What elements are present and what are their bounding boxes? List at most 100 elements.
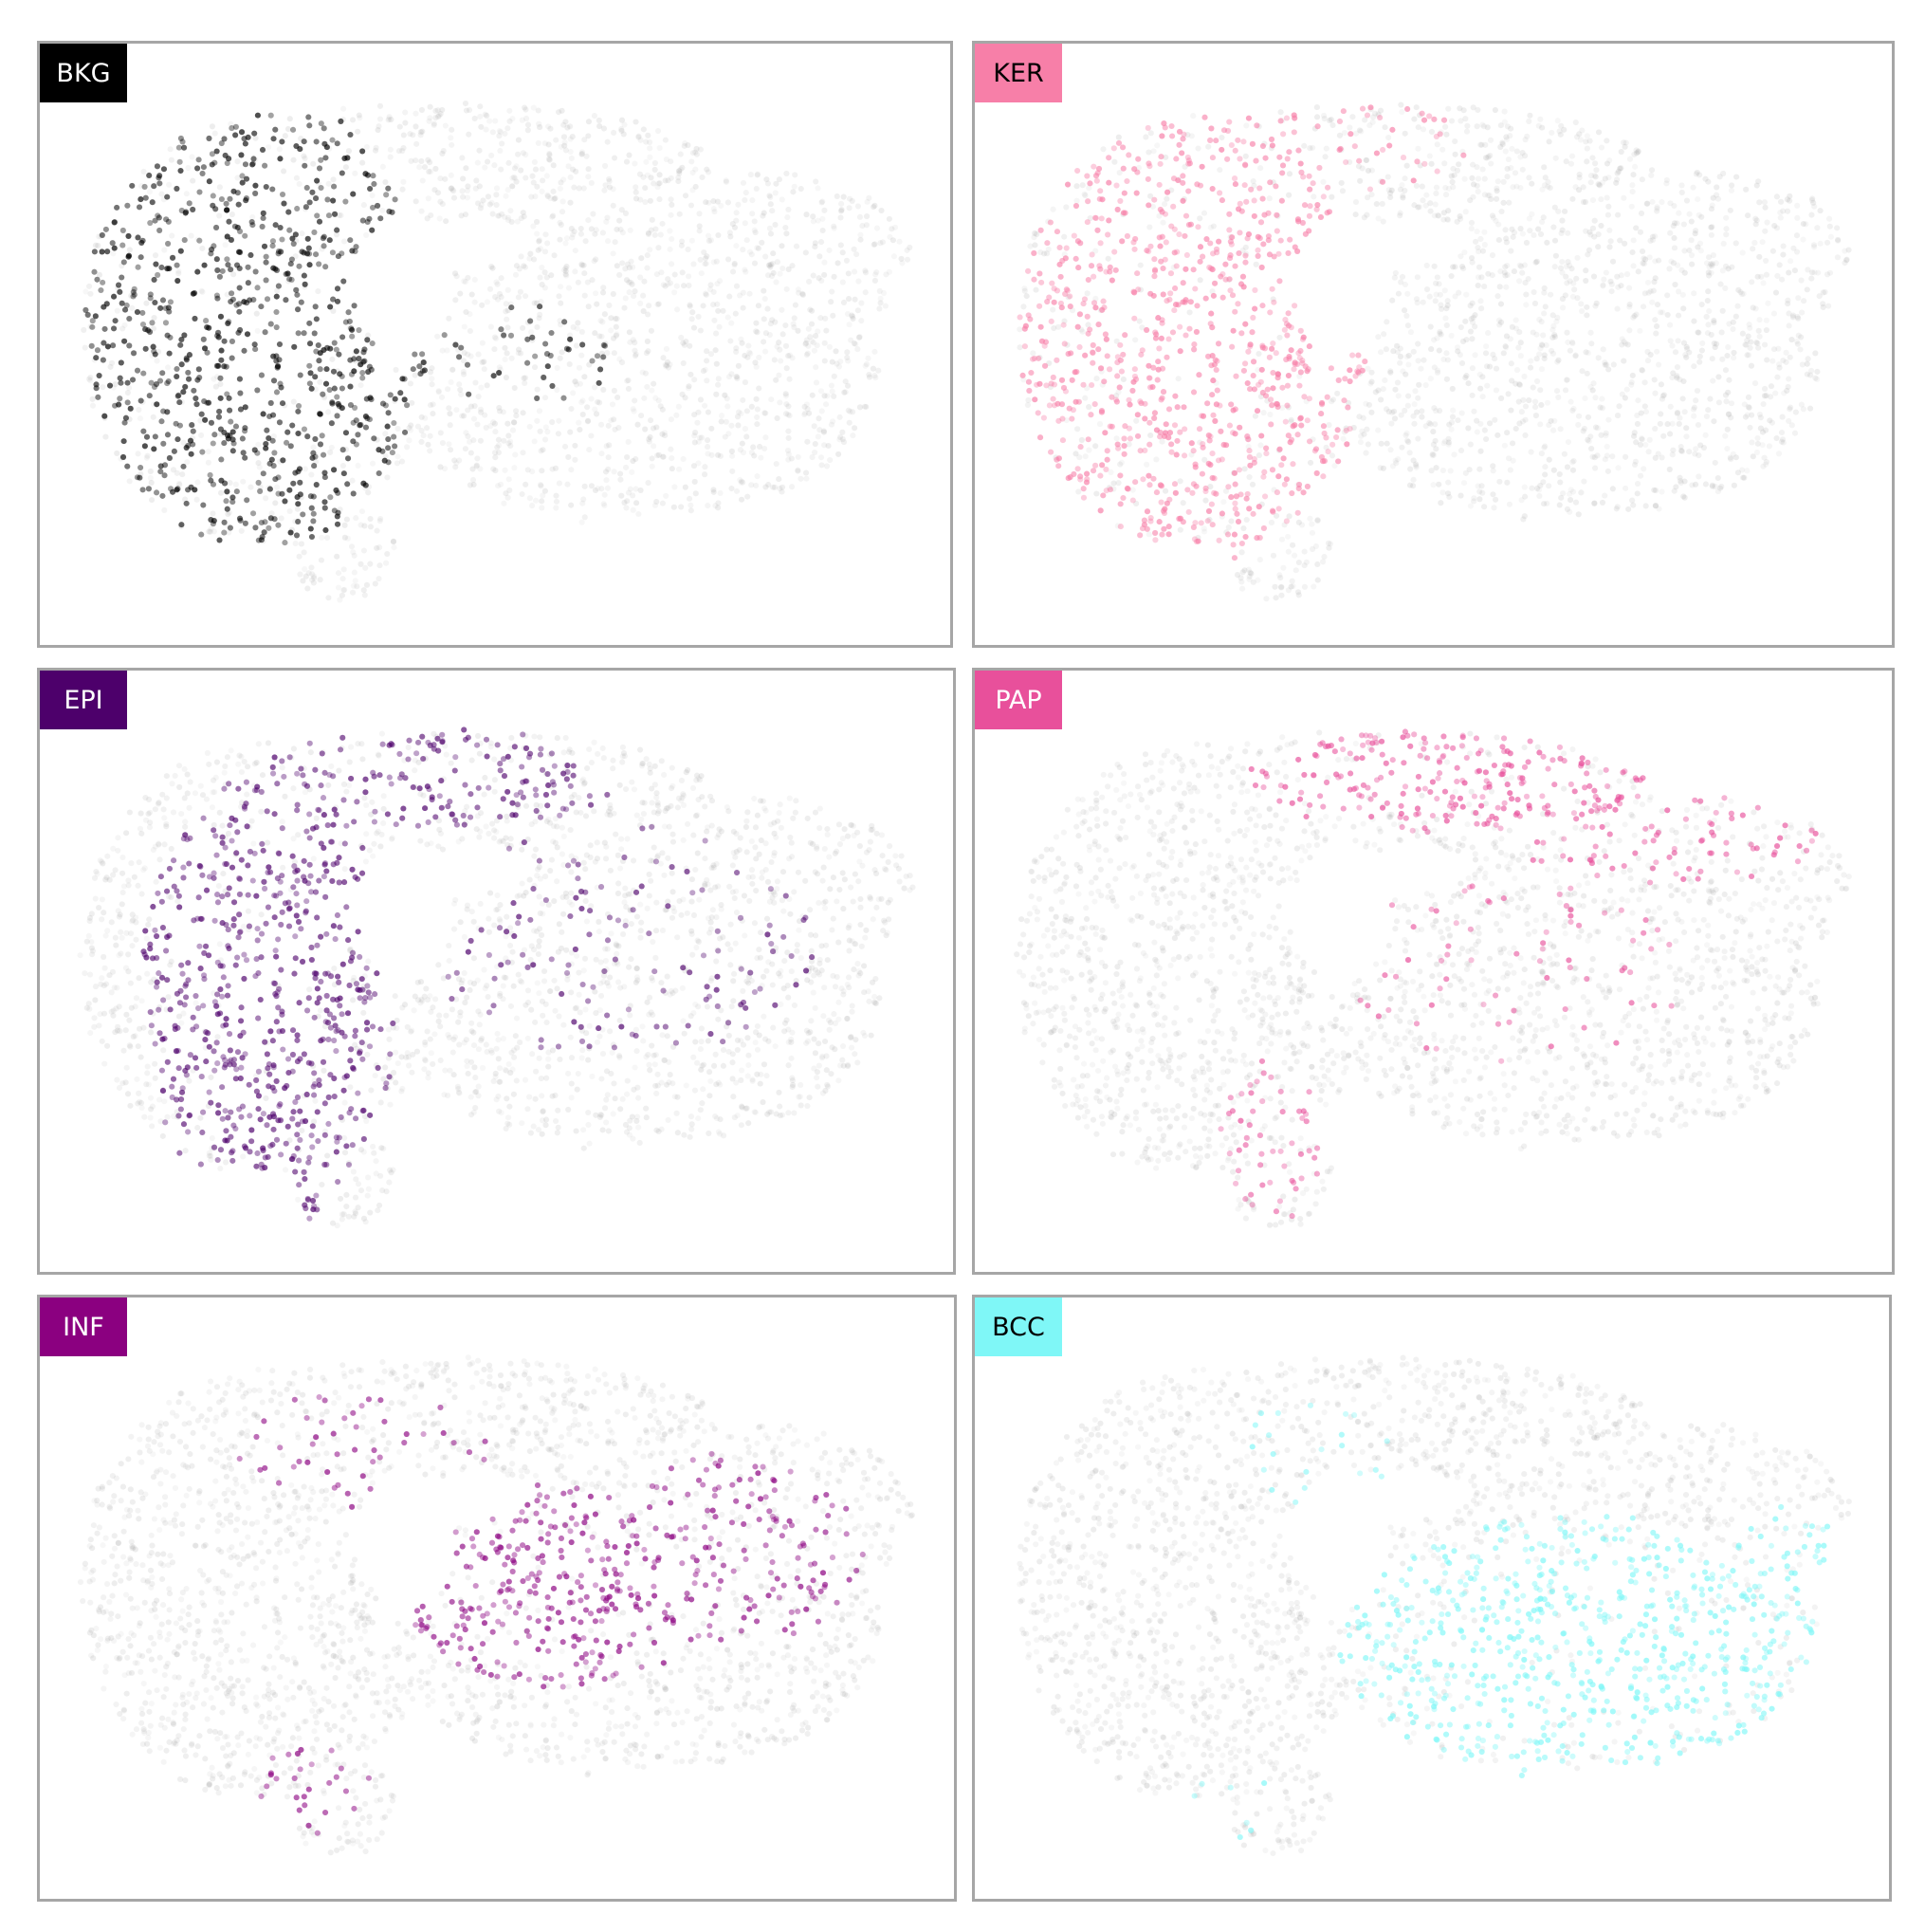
background-point: [642, 426, 649, 432]
background-point: [505, 476, 512, 483]
highlight-point: [1196, 372, 1202, 378]
highlight-point: [1207, 462, 1214, 469]
background-point: [619, 230, 626, 236]
background-point: [1537, 387, 1544, 394]
highlight-point: [157, 463, 164, 469]
background-point: [1422, 202, 1429, 209]
highlight-point: [1232, 500, 1238, 506]
highlight-point: [160, 440, 167, 447]
background-point: [1463, 291, 1470, 298]
background-point: [904, 247, 910, 253]
background-point: [1799, 361, 1806, 368]
background-point: [325, 595, 332, 601]
highlight-point: [180, 463, 187, 469]
background-point: [87, 290, 94, 297]
background-point: [1705, 288, 1712, 295]
background-point: [447, 422, 453, 429]
background-point: [776, 176, 782, 183]
highlight-point: [1299, 219, 1306, 226]
highlight-point: [292, 231, 299, 238]
background-point: [475, 394, 482, 400]
background-point: [581, 137, 588, 143]
background-point: [1768, 383, 1775, 390]
background-point: [1538, 124, 1546, 131]
background-point: [198, 287, 205, 294]
background-point: [448, 378, 454, 385]
background-point: [598, 451, 605, 457]
background-point: [1533, 377, 1541, 384]
background-point: [481, 366, 487, 373]
background-point: [1554, 118, 1561, 124]
highlight-point: [1180, 136, 1186, 142]
background-point: [541, 269, 548, 276]
highlight-point: [211, 432, 218, 438]
background-point: [1485, 192, 1492, 199]
background-point: [1540, 214, 1547, 221]
background-point: [1629, 188, 1636, 195]
background-point: [1416, 204, 1422, 211]
background-point: [742, 196, 748, 204]
highlight-point: [1159, 365, 1166, 372]
background-point: [705, 451, 711, 457]
highlight-point: [1190, 448, 1197, 454]
background-point: [686, 495, 693, 502]
background-point: [1734, 303, 1741, 309]
background-point: [1639, 367, 1646, 374]
background-point: [1765, 300, 1771, 306]
background-point: [791, 315, 798, 322]
background-point: [593, 290, 599, 297]
highlight-point: [1255, 252, 1261, 259]
background-point: [504, 494, 511, 501]
background-point: [1522, 137, 1529, 143]
highlight-point: [1080, 381, 1087, 388]
background-point: [1477, 298, 1484, 304]
highlight-point: [312, 304, 319, 310]
background-point: [1429, 451, 1436, 457]
background-point: [566, 360, 573, 368]
background-point: [852, 296, 858, 303]
background-point: [836, 436, 843, 443]
background-point: [1769, 358, 1776, 364]
highlight-point: [99, 248, 105, 255]
highlight-point: [1296, 415, 1304, 422]
background-point: [429, 365, 435, 372]
highlight-point: [1242, 252, 1249, 259]
highlight-point: [1029, 356, 1036, 362]
highlight-point: [1187, 299, 1194, 305]
background-point: [1441, 287, 1448, 294]
background-point: [537, 428, 543, 434]
highlight-point: [1270, 340, 1276, 347]
background-point: [1798, 334, 1805, 340]
background-point: [663, 492, 669, 499]
background-point: [1490, 463, 1496, 469]
background-point: [1392, 269, 1399, 276]
background-point: [461, 278, 468, 285]
background-point: [1391, 274, 1398, 281]
background-point: [613, 323, 619, 330]
background-point: [733, 217, 740, 224]
background-point: [1391, 415, 1399, 422]
highlight-point: [211, 517, 217, 524]
background-point: [1804, 286, 1810, 293]
background-point: [570, 390, 577, 396]
background-point: [1529, 211, 1535, 217]
background-point: [1434, 367, 1441, 374]
background-point: [1703, 413, 1711, 420]
background-point: [660, 282, 667, 288]
background-point: [891, 224, 898, 230]
background-point: [1603, 361, 1609, 368]
highlight-point: [1343, 427, 1349, 433]
background-point: [358, 522, 364, 528]
background-point: [578, 399, 585, 406]
highlight-point: [1340, 108, 1347, 115]
highlight-point: [316, 261, 322, 267]
background-point: [1556, 128, 1563, 135]
background-point: [1368, 192, 1375, 198]
background-point: [1564, 464, 1571, 470]
background-point: [688, 502, 694, 508]
background-point: [1659, 309, 1666, 316]
background-point: [1584, 304, 1590, 310]
background-point: [651, 180, 657, 187]
background-point: [690, 324, 698, 331]
background-point: [644, 252, 651, 259]
